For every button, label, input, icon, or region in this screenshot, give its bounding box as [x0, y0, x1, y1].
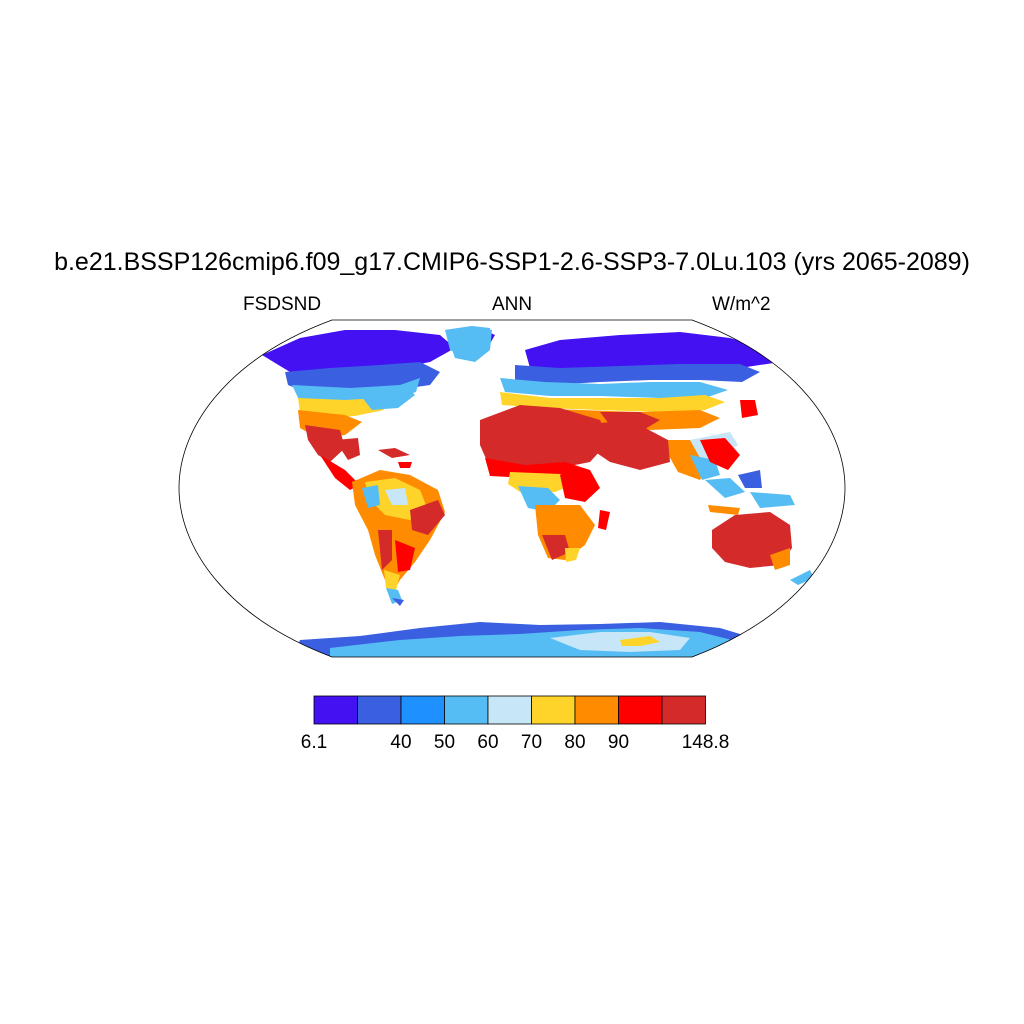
- colorbar-swatch-2: [400, 695, 445, 725]
- globe-outline: [178, 319, 846, 658]
- south-america-landmass: [352, 470, 445, 606]
- variable-label: FSDSND: [243, 294, 322, 315]
- colorbar-swatch-4: [487, 695, 532, 725]
- season-label: ANN: [491, 294, 533, 315]
- colorbar-label-5: 70: [520, 732, 543, 753]
- southeast-asia-landmass: [700, 400, 795, 515]
- colorbar-swatch-8: [661, 695, 706, 725]
- colorbar-label-4: 60: [477, 732, 499, 753]
- greenland-landmass: [445, 326, 492, 362]
- eurasia-landmass: [500, 332, 780, 480]
- colorbar-label-9: 148.8: [681, 732, 730, 753]
- colorbar-label-6: 80: [564, 732, 586, 753]
- map-field: [262, 326, 814, 657]
- antarctica-landmass: [290, 622, 760, 657]
- colorbar-swatch-7: [618, 695, 663, 725]
- colorbar-label-0: 6.1: [300, 732, 328, 753]
- colorbar-swatch-6: [574, 695, 619, 725]
- colorbar-label-3: 50: [433, 732, 456, 753]
- units-label: W/m^2: [712, 294, 771, 315]
- africa-landmass: [480, 405, 670, 562]
- colorbar-swatch-1: [357, 695, 402, 725]
- colorbar-swatch-3: [444, 695, 489, 725]
- colorbar-swatch-0: [313, 695, 358, 725]
- plot-title: b.e21.BSSP126cmip6.f09_g17.CMIP6-SSP1-2.…: [54, 248, 970, 276]
- australia-landmass: [712, 512, 814, 585]
- colorbar-label-7: 90: [607, 732, 630, 753]
- colorbar-swatch-5: [531, 695, 576, 725]
- colorbar-label-2: 40: [390, 732, 412, 753]
- colorbar: [313, 695, 706, 725]
